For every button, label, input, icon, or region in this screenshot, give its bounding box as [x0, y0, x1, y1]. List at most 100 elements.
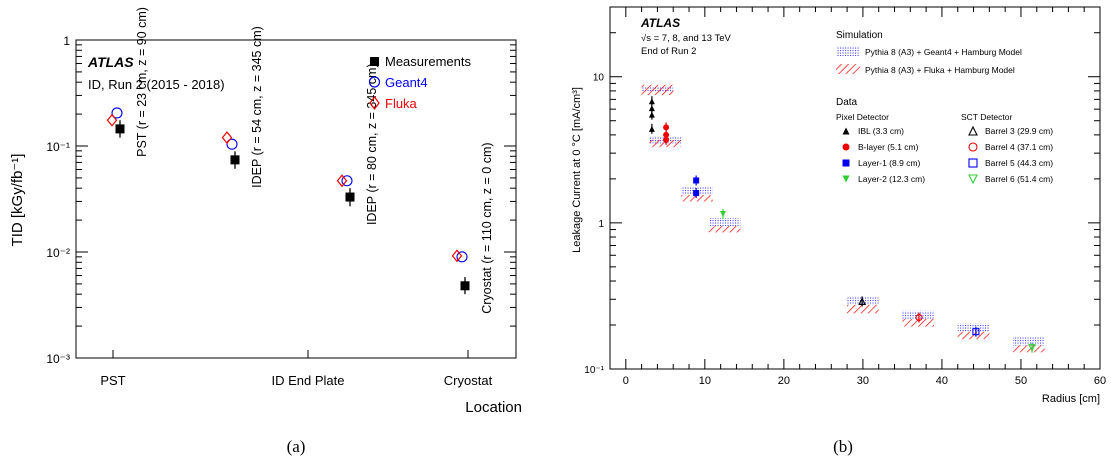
panel-b-legend-items: IBL (3.3 cm) B-layer (5.1 cm) Layer-1 (8.9… [842, 125, 1053, 185]
panel-a: 10⁻³ 10⁻² 10⁻¹ 1 PST ID End Plate Cryostat PS… [9, 7, 522, 456]
fluka-band [902, 318, 935, 327]
panel-a-frame [75, 39, 517, 359]
panel-a-y-axis-label: TID [kGy/fb⁻¹] [9, 154, 26, 247]
legend-fluka-marker [369, 96, 380, 110]
fluka-marker [221, 131, 233, 145]
x-tick-label: 40 [936, 375, 948, 387]
panel-a-y-ticks: 10⁻³ 10⁻² 10⁻¹ 1 [46, 34, 516, 366]
legend-pixel-title: Pixel Detector [836, 112, 889, 122]
legend-fluka-band-label: Pythia 8 (A3) + Fluka + Hamburg Model [865, 65, 1015, 75]
panel-b-frame [609, 6, 1101, 370]
geant4-marker [341, 175, 353, 187]
panel-b-legend: Simulation Pythia 8 (A3) + Geant4 + Hamb… [836, 30, 1053, 185]
panel-b-atlas-label: ATLAS [640, 16, 680, 30]
x-tick-label: PST [100, 373, 125, 388]
legend-measurements-label: Measurements [385, 54, 471, 69]
panel-a-subtitle: ID, Run 2 (2015 - 2018) [88, 77, 225, 92]
measurement-marker [345, 192, 355, 202]
legend-sct-label: Barrel 3 (29.9 cm) [985, 126, 1053, 136]
legend-pixel-label: Layer-2 (12.3 cm) [858, 174, 925, 184]
location-annotation: IDEP (r = 80 cm, z = 345 cm) [365, 63, 379, 225]
panel-a-caption: (a) [287, 437, 306, 456]
legend-pixel-marker [842, 159, 850, 167]
legend-data-title: Data [836, 97, 858, 108]
x-tick-label: 10 [699, 375, 711, 387]
legend-pixel-marker [842, 127, 850, 135]
legend-sct-label: Barrel 4 (37.1 cm) [985, 142, 1053, 152]
panel-b-info-line-1: √s = 7, 8, and 13 TeV [641, 33, 731, 44]
fluka-band [649, 139, 682, 148]
fluka-band [1013, 345, 1045, 353]
fluka-marker [336, 174, 348, 188]
panel-b-y-ticks: 10⁻¹ 1 10 [584, 6, 1100, 376]
panel-b-points [648, 96, 1036, 353]
location-annotation: PST (r = 23 cm, z = 90 cm) [135, 7, 149, 157]
data-marker [693, 177, 700, 184]
geant4-band [708, 217, 741, 227]
y-tick-label: 10⁻¹ [46, 140, 70, 154]
panel-a-x-axis-label: Location [465, 399, 522, 416]
legend-sct-title: SCT Detector [961, 112, 1013, 122]
y-tick-label: 10⁻³ [46, 352, 70, 366]
fluka-marker [106, 113, 118, 127]
data-marker [720, 210, 727, 217]
fluka-marker [451, 249, 463, 263]
legend-geant4-marker [368, 76, 381, 88]
location-annotation: Cryostat (r = 110 cm, z = 0 cm) [480, 142, 494, 313]
panel-b-caption: (b) [833, 437, 853, 456]
panel-a-legend: Measurements Geant4 Fluka [368, 54, 471, 111]
legend-pixel-label: Layer-1 (8.9 cm) [858, 158, 921, 168]
legend-fluka-label: Fluka [385, 96, 418, 111]
legend-pixel-label: B-layer (5.1 cm) [858, 142, 919, 152]
fluka-band [641, 84, 674, 95]
legend-sct-label: Barrel 6 (51.4 cm) [985, 174, 1053, 184]
data-marker [663, 124, 670, 131]
legend-geant4-band-label: Pythia 8 (A3) + Geant4 + Hamburg Model [865, 47, 1022, 57]
y-tick-label: 10 [593, 73, 605, 84]
x-tick-label: 30 [857, 375, 869, 387]
legend-fluka-band-swatch [836, 64, 860, 74]
x-tick-label: 50 [1015, 375, 1027, 387]
measurement-marker [230, 155, 240, 165]
legend-geant4-band-swatch [836, 46, 860, 56]
measurement-marker [115, 124, 125, 134]
legend-sct-marker [968, 158, 978, 168]
legend-simulation-title: Simulation [836, 30, 883, 41]
panel-b-info-line-2: End of Run 2 [641, 46, 696, 57]
panel-a-atlas-label: ATLAS [87, 54, 134, 70]
x-tick-label: 0 [623, 375, 629, 387]
y-tick-label: 10⁻¹ [584, 365, 604, 376]
geant4-band [957, 323, 990, 332]
legend-sct-marker [968, 174, 978, 185]
y-tick-label: 10⁻² [46, 246, 70, 260]
legend-pixel-label: IBL (3.3 cm) [858, 126, 904, 136]
data-marker [663, 131, 670, 138]
panel-b-x-axis-label: Radius [cm] [1042, 393, 1100, 405]
fluka-band [681, 195, 713, 202]
data-marker [648, 105, 655, 112]
x-tick-label: ID End Plate [272, 373, 345, 388]
geant4-marker [226, 138, 238, 150]
data-marker [915, 313, 923, 322]
x-tick-label: 60 [1094, 375, 1106, 387]
fluka-band [957, 331, 990, 340]
legend-sct-marker [968, 142, 978, 152]
legend-pixel-marker [842, 143, 850, 151]
legend-sct-label: Barrel 5 (44.3 cm) [985, 158, 1053, 168]
legend-pixel-marker [842, 175, 850, 183]
panel-b: 10⁻¹ 1 10 0 10 20 30 40 50 60 ATLAS √s = 7, 8, a… [571, 6, 1106, 456]
geant4-marker [111, 107, 123, 119]
legend-sct-marker [968, 125, 978, 136]
panel-b-simulation-bands [641, 84, 1045, 353]
x-tick-label: 20 [778, 375, 790, 387]
panel-b-y-axis-label: Leakage Current at 0 °C [mA/cm³] [571, 87, 583, 253]
legend-measurements-marker [370, 57, 379, 66]
measurement-marker [460, 281, 470, 291]
y-tick-label: 1 [598, 219, 604, 230]
geant4-marker [456, 251, 468, 263]
fluka-band [708, 226, 741, 233]
fluka-band [847, 304, 879, 314]
data-marker [648, 98, 655, 105]
geant4-band [1013, 337, 1045, 346]
